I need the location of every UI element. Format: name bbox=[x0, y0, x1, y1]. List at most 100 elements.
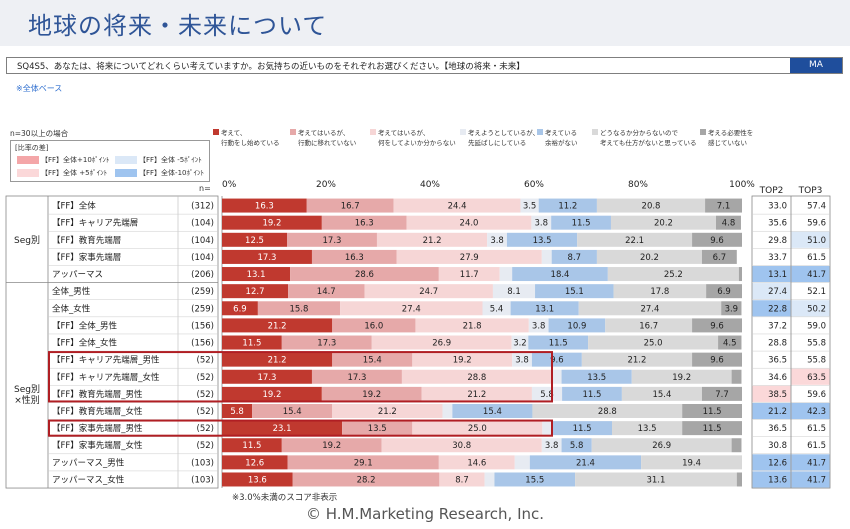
bar-value-label: 22.1 bbox=[625, 236, 644, 246]
bar-segment bbox=[538, 198, 597, 213]
bar-value-label: 8.1 bbox=[507, 287, 521, 297]
row-label: 全体_男性 bbox=[52, 286, 91, 297]
bar-segment bbox=[499, 267, 513, 282]
bar-segment bbox=[281, 335, 372, 350]
top-cell-value: 28.8 bbox=[768, 339, 787, 349]
diff-swatch bbox=[17, 156, 39, 164]
row-label: 【FF】キャリア先端層 bbox=[52, 218, 138, 229]
bar-segment bbox=[641, 455, 742, 470]
row-label: アッパーマス bbox=[52, 270, 103, 280]
top-cell-value: 13.1 bbox=[768, 270, 787, 280]
bar-segment bbox=[562, 386, 622, 401]
bar-value-label: 15.5 bbox=[525, 475, 544, 485]
bar-segment bbox=[551, 249, 597, 264]
bar-value-label: 13.5 bbox=[587, 373, 606, 383]
bar-value-label: 19.2 bbox=[262, 219, 281, 229]
group-label: ×性別 bbox=[14, 394, 40, 406]
bar-value-label: 3.8 bbox=[515, 356, 529, 366]
x-tick-label: 40% bbox=[420, 180, 440, 190]
bar-segment bbox=[701, 249, 737, 264]
bar-value-label: 6.9 bbox=[717, 287, 731, 297]
row-n: (52) bbox=[197, 373, 214, 383]
bar-segment bbox=[718, 335, 742, 350]
bar-segment bbox=[548, 318, 606, 333]
top-cell-value: 36.5 bbox=[768, 356, 787, 366]
diff-legend-title: [比率の差] bbox=[15, 144, 49, 152]
legend-label: 考えようとしているが、 先延ばしにしている bbox=[468, 129, 540, 147]
bar-value-label: 19.2 bbox=[453, 356, 472, 366]
copyright: © H.M.Marketing Research, Inc. bbox=[305, 505, 545, 523]
row-label: 【FF】家事先端層 bbox=[52, 252, 121, 263]
row-n: (52) bbox=[197, 407, 214, 417]
bar-segment bbox=[442, 404, 453, 418]
bar-segment bbox=[535, 284, 614, 299]
bar-segment bbox=[605, 318, 693, 333]
top-cell-value: 52.1 bbox=[807, 287, 826, 297]
question-text: SQ4S5、あなたは、将来についてどれくらい考えていますか。お気持ちの近いものを… bbox=[17, 62, 525, 72]
top-cell-value: 59.6 bbox=[807, 390, 826, 400]
bar-value-label: 13.5 bbox=[638, 424, 657, 434]
diff-legend-item: 【FF】全体 -5ﾎﾟｲﾝﾄ bbox=[115, 155, 202, 165]
top-cell-value: 50.2 bbox=[807, 304, 826, 314]
bar-value-label: 16.0 bbox=[364, 321, 383, 331]
top-cell-value: 59.0 bbox=[807, 321, 826, 331]
bar-segment bbox=[342, 421, 413, 436]
bar-segment bbox=[561, 438, 592, 453]
bar-segment bbox=[531, 215, 552, 230]
top-cell-value: 36.5 bbox=[768, 424, 787, 434]
top-cell-value: 55.8 bbox=[807, 356, 826, 366]
top-cell-value: 29.8 bbox=[768, 236, 787, 246]
bar-segment bbox=[528, 335, 589, 350]
bar-segment bbox=[222, 352, 333, 367]
top-cell-value: 37.2 bbox=[768, 321, 787, 331]
bar-segment bbox=[381, 438, 542, 453]
row-n: (52) bbox=[197, 390, 214, 400]
bar-segment bbox=[701, 386, 742, 401]
bar-segment bbox=[578, 301, 722, 316]
bar-value-label: 9.6 bbox=[710, 321, 724, 331]
row-label: アッパーマス_女性 bbox=[52, 474, 125, 485]
bar-segment bbox=[376, 232, 488, 247]
ma-badge: MA bbox=[790, 58, 842, 73]
bar-segment bbox=[288, 284, 365, 299]
top-cell-value: 27.4 bbox=[768, 287, 787, 297]
bar-value-label: 21.4 bbox=[576, 458, 595, 468]
bar-value-label: 11.5 bbox=[242, 339, 261, 349]
bar-value-label: 11.2 bbox=[558, 202, 577, 212]
top-column-header: TOP3 bbox=[798, 186, 823, 196]
base-note: ※全体ベース bbox=[16, 84, 63, 93]
bar-segment bbox=[321, 386, 422, 401]
top-cell-value: 41.7 bbox=[807, 475, 826, 485]
bar-value-label: 13.1 bbox=[247, 270, 266, 280]
row-label: 【FF】全体 bbox=[52, 201, 96, 212]
top-cell-bg bbox=[752, 300, 791, 317]
row-n: (52) bbox=[197, 441, 214, 451]
bar-value-label: 17.3 bbox=[258, 253, 277, 263]
top-cell-bg bbox=[791, 454, 830, 471]
bar-value-label: 13.1 bbox=[535, 304, 554, 314]
bar-segment bbox=[494, 472, 576, 487]
top-cell-value: 61.5 bbox=[807, 441, 826, 451]
bar-segment bbox=[371, 335, 512, 350]
top-column-header: TOP2 bbox=[759, 186, 784, 196]
bar-value-label: 7.7 bbox=[715, 390, 729, 400]
x-tick-label: 20% bbox=[316, 180, 336, 190]
bar-segment bbox=[222, 369, 312, 384]
bar-value-label: 11.5 bbox=[583, 390, 602, 400]
top-cell-bg bbox=[791, 300, 830, 317]
top-cell-value: 30.8 bbox=[768, 441, 787, 451]
row-n: (259) bbox=[191, 304, 214, 314]
top-cell-bg bbox=[791, 231, 830, 248]
bar-segment bbox=[596, 198, 706, 213]
bar-segment bbox=[528, 318, 549, 333]
bar-value-label: 16.7 bbox=[341, 202, 360, 212]
bar-value-label: 29.1 bbox=[354, 458, 373, 468]
bar-value-label: 3.8 bbox=[490, 236, 504, 246]
bar-segment bbox=[542, 421, 553, 436]
bar-value-label: 24.4 bbox=[448, 202, 467, 212]
bar-segment bbox=[506, 232, 578, 247]
x-tick-label: 0% bbox=[222, 180, 237, 190]
title-bar: 地球の将来・未来について bbox=[0, 0, 850, 46]
bar-segment bbox=[421, 386, 532, 401]
